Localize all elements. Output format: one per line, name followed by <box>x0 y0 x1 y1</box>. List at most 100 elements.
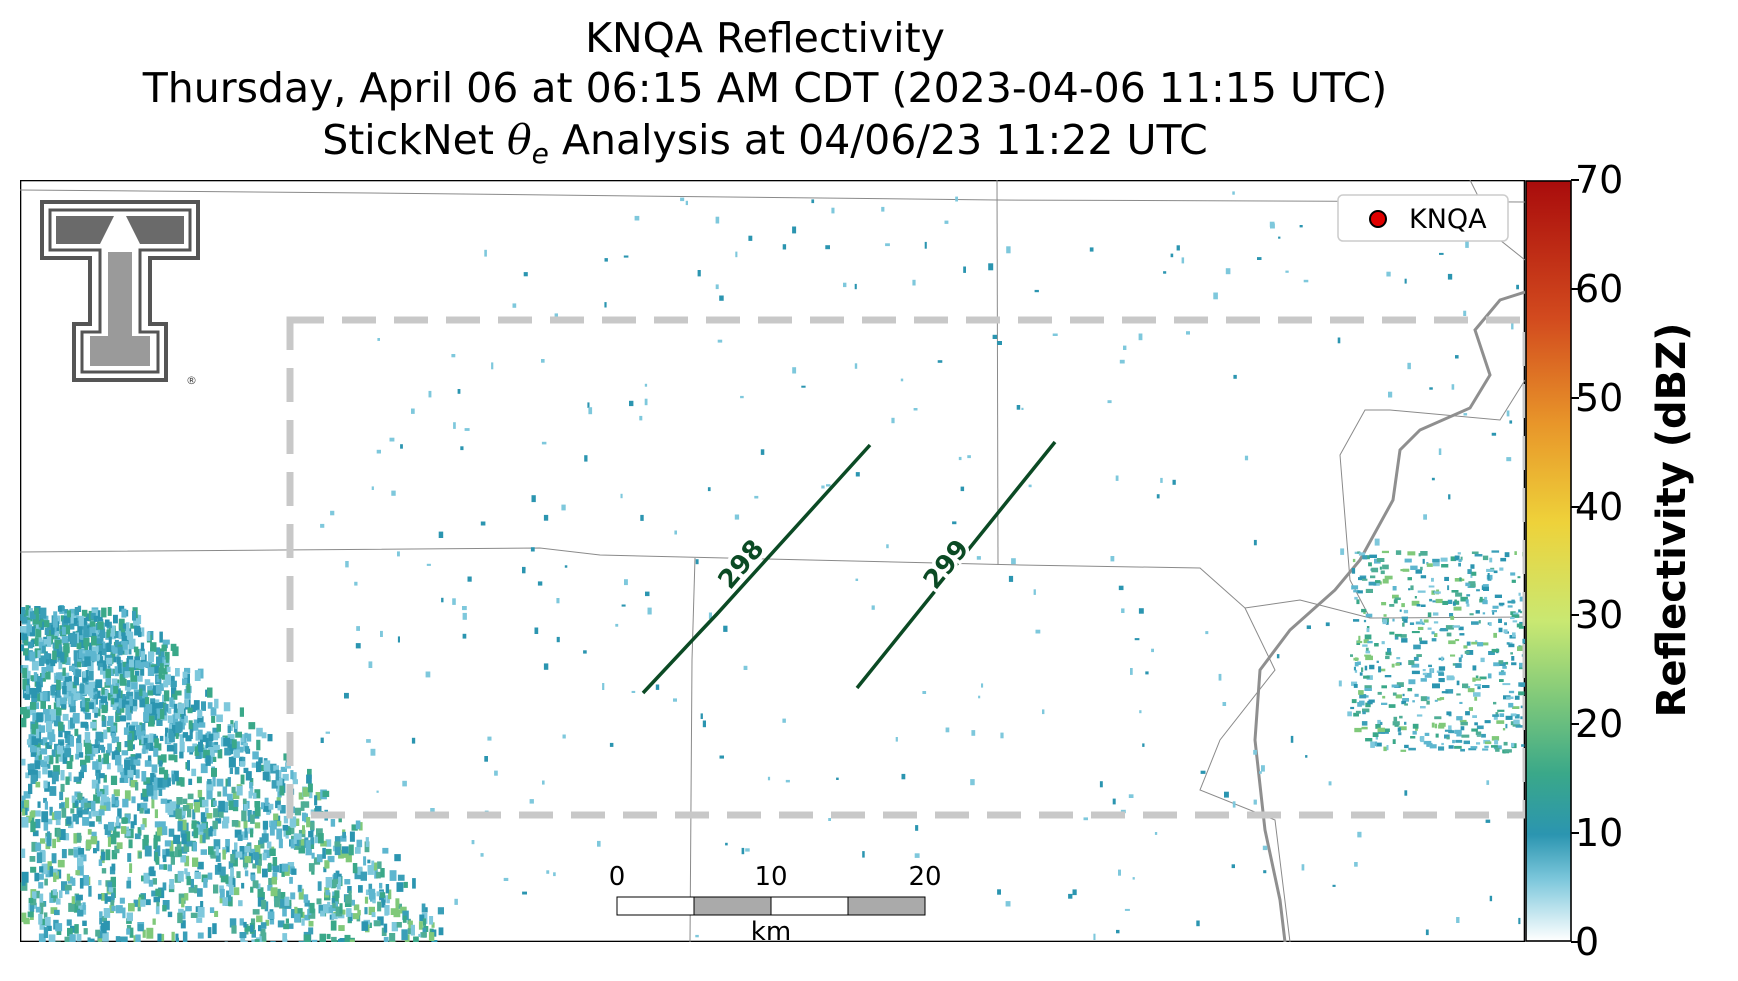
echo-pixel <box>418 933 422 937</box>
echo-pixel <box>1420 575 1427 579</box>
echo-pixel <box>22 808 26 816</box>
echo-pixel <box>357 866 363 875</box>
echo-pixel <box>1485 741 1492 745</box>
echo-pixel <box>1491 610 1497 613</box>
county-border-east-vertical <box>996 180 999 566</box>
echo-pixel <box>36 728 40 739</box>
echo-pixel <box>208 846 214 855</box>
echo-pixel <box>52 838 56 849</box>
echo-pixel <box>39 849 46 856</box>
echo-pixel <box>21 848 26 858</box>
echo-pixel <box>153 896 160 903</box>
echo-pixel <box>244 732 248 739</box>
echo-pixel <box>231 925 237 934</box>
echo-pixel <box>155 888 162 897</box>
echo-pixel <box>735 251 738 258</box>
echo-pixel <box>154 809 158 819</box>
echo-pixel <box>588 407 593 415</box>
echo-pixel <box>1423 740 1432 745</box>
echo-pixel <box>113 789 120 797</box>
echo-pixel <box>233 887 240 896</box>
echo-pixel <box>219 888 225 899</box>
echo-pixel <box>135 724 142 736</box>
echo-pixel <box>77 792 83 800</box>
echo-pixel <box>140 690 146 702</box>
echo-pixel <box>480 521 486 526</box>
echo-pixel <box>23 805 28 816</box>
echo-pixel <box>48 659 56 667</box>
echo-pixel <box>214 741 219 748</box>
echo-pixel <box>203 749 210 758</box>
echo-pixel <box>90 651 97 662</box>
echo-pixel <box>139 698 145 708</box>
echo-pixel <box>1511 742 1515 748</box>
echo-pixel <box>1400 634 1407 638</box>
colorbar-tick-mark <box>1571 396 1579 399</box>
echo-pixel <box>239 932 247 939</box>
echo-pixel <box>862 851 865 858</box>
echo-pixel <box>156 708 162 714</box>
echo-pixel <box>112 648 119 654</box>
echo-pixel <box>1305 755 1308 758</box>
echo-pixel <box>644 398 648 406</box>
echo-pixel <box>170 879 174 887</box>
echo-pixel <box>43 708 47 715</box>
echo-pixel <box>152 918 156 925</box>
echo-pixel <box>454 898 458 905</box>
echo-pixel <box>1513 719 1520 725</box>
echo-pixel <box>56 898 61 905</box>
scale-segment-1 <box>616 896 695 916</box>
echo-pixel <box>394 854 401 862</box>
echo-pixel <box>1427 612 1432 617</box>
echo-pixel <box>351 899 355 906</box>
echo-pixel <box>67 696 72 705</box>
echo-pixel <box>172 714 179 725</box>
colorbar-tick-label: 60 <box>1575 266 1624 311</box>
echo-pixel <box>1433 621 1439 624</box>
echo-pixel <box>94 708 98 718</box>
echo-pixel <box>41 811 49 823</box>
echo-pixel <box>702 720 706 728</box>
echo-pixel <box>1466 641 1471 646</box>
echo-pixel <box>1008 575 1014 582</box>
echo-pixel <box>1476 589 1480 592</box>
echo-pixel <box>1422 558 1425 564</box>
echo-pixel <box>101 851 106 861</box>
echo-pixel <box>1477 642 1484 647</box>
echo-pixel <box>1354 862 1358 867</box>
echo-pixel <box>1505 661 1509 665</box>
echo-pixel <box>212 775 216 787</box>
echo-pixel <box>53 624 57 633</box>
echo-pixel <box>1514 551 1517 555</box>
echo-pixel <box>133 646 139 653</box>
echo-pixel <box>385 884 390 894</box>
echo-pixel <box>1375 735 1378 740</box>
echo-pixel <box>213 884 219 894</box>
echo-pixel <box>205 807 209 818</box>
echo-pixel <box>31 736 38 745</box>
echo-pixel <box>251 874 256 882</box>
echo-pixel <box>43 797 47 803</box>
echo-pixel <box>63 672 70 679</box>
colorbar-tick-mark <box>1571 723 1579 726</box>
echo-pixel <box>503 877 509 881</box>
echo-pixel <box>305 840 311 851</box>
echo-pixel <box>35 781 41 788</box>
echo-pixel <box>281 863 289 872</box>
echo-pixel <box>881 206 885 212</box>
echo-pixel <box>639 415 643 421</box>
echo-pixel <box>26 688 33 695</box>
echo-pixel <box>248 791 253 799</box>
echo-pixel <box>1357 661 1361 665</box>
echo-pixel <box>1484 596 1488 601</box>
echo-pixel <box>303 914 311 921</box>
radar-map[interactable]: 298 299 ® KNQA 0 10 20 km <box>20 180 1525 942</box>
echo-pixel <box>1380 721 1383 725</box>
echo-pixel <box>241 810 247 822</box>
echo-pixel <box>95 654 100 660</box>
echo-pixel <box>121 608 127 618</box>
echo-pixel <box>748 235 753 241</box>
echo-pixel <box>1368 562 1372 567</box>
echo-pixel <box>100 794 107 803</box>
echo-pixel <box>1493 570 1498 574</box>
